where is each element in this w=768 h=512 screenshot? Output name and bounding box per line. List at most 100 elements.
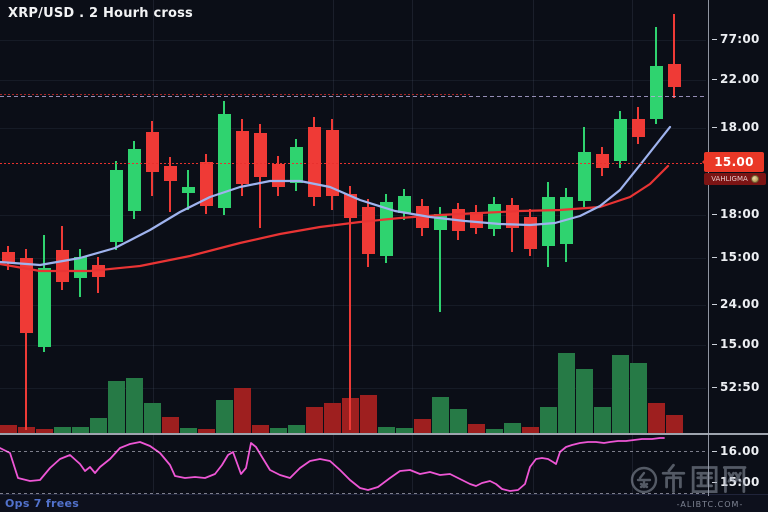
price-axis-label: 22.00 [712, 72, 768, 86]
candle-body [632, 119, 645, 137]
candle-wick [673, 14, 675, 98]
candle-body [452, 209, 465, 231]
volume-bar [450, 409, 467, 433]
candle-body [560, 197, 573, 244]
price-axis-label: 24.00 [712, 297, 768, 311]
price-tag-sub-text: VAHLIGMA [711, 175, 748, 183]
oscillator-upper-band [0, 451, 706, 452]
candle-body [236, 131, 249, 184]
volume-bar [576, 369, 593, 433]
volume-bar [180, 428, 197, 433]
volume-bar [648, 403, 665, 433]
symbol-title: XRP/USD . 2 Hourh cross [8, 6, 193, 21]
volume-bar [54, 427, 71, 433]
candle-body [20, 258, 33, 333]
candle-body [308, 127, 321, 197]
volume-bar [414, 419, 431, 433]
candle-body [128, 149, 141, 211]
candle-body [218, 114, 231, 208]
candle-body [434, 214, 447, 230]
candle-body [542, 197, 555, 246]
candle-body [362, 207, 375, 254]
candle-body [272, 164, 285, 187]
candle-body [524, 217, 537, 249]
volume-bar [216, 400, 233, 433]
time-axis-bar[interactable]: Ops 7 frees [0, 494, 768, 512]
axis-tick [712, 127, 717, 128]
volume-bar [288, 425, 305, 433]
candle-body [488, 204, 501, 229]
volume-bar [504, 423, 521, 433]
price-axis-label: 18:00 [712, 207, 768, 221]
candle-body [182, 187, 195, 193]
price-axis-label: 15:00 [712, 475, 768, 489]
candle-body [470, 212, 483, 228]
volume-bar [72, 427, 89, 433]
volume-bar [36, 429, 53, 433]
volume-bar [522, 427, 539, 433]
candle-body [2, 252, 15, 262]
volume-bar [612, 355, 629, 433]
candle-body [56, 250, 69, 282]
axis-tick [712, 79, 717, 80]
price-axis-label: 77:00 [712, 32, 768, 46]
volume-bar [486, 429, 503, 433]
axis-tick [712, 304, 717, 305]
price-axis-label: 52:50 [712, 380, 768, 394]
upper-red-dotted-line [0, 94, 470, 95]
price-tag-sub-badge: VAHLIGMA [704, 173, 766, 185]
candle-body [506, 205, 519, 228]
candle-body [668, 64, 681, 87]
candle-body [416, 206, 429, 228]
volume-bar [198, 429, 215, 433]
volume-bar [306, 407, 323, 433]
price-axis[interactable]: 77:00 22.00 18.00 18:00 15:00 24.00 15.00 52:50… [706, 0, 768, 496]
axis-tick [712, 482, 717, 483]
volume-bar [378, 427, 395, 433]
axis-tick [712, 387, 717, 388]
volume-bar [540, 407, 557, 433]
candle-body [254, 133, 267, 177]
price-axis-line [708, 0, 709, 496]
candle-wick [25, 249, 27, 430]
volume-bar [0, 425, 17, 433]
candle-body [290, 147, 303, 183]
candle-body [596, 154, 609, 168]
volume-bar [252, 425, 269, 433]
price-axis-label: 18.00 [712, 120, 768, 134]
volume-bar [108, 381, 125, 433]
volume-bar [126, 378, 143, 433]
axis-tick [712, 214, 717, 215]
candle-body [74, 257, 87, 278]
volume-bar [468, 424, 485, 433]
candle-body [380, 202, 393, 256]
volume-bar [432, 397, 449, 433]
candle-body [578, 152, 591, 201]
volume-bar [630, 363, 647, 433]
grid-vline [412, 0, 413, 493]
volume-bar [144, 403, 161, 433]
volume-bar [234, 388, 251, 433]
grid-hline [0, 258, 706, 259]
candle-body [200, 162, 213, 206]
last-price-tag: 15.00 [702, 152, 764, 172]
candle-body [398, 196, 411, 213]
candle-body [110, 170, 123, 242]
footer-status-text: Ops 7 frees [5, 497, 80, 510]
candle-body [614, 119, 627, 161]
price-axis-label: 16.00 [712, 444, 768, 458]
candle-body [38, 268, 51, 347]
volume-bar [162, 417, 179, 433]
candle-body [344, 194, 357, 218]
axis-tick [712, 39, 717, 40]
oscillator-lower-band [0, 493, 706, 494]
candle-body [92, 265, 105, 277]
price-axis-label: 15.00 [712, 337, 768, 351]
volume-bar [396, 428, 413, 433]
coin-icon [750, 175, 759, 183]
volume-bar [90, 418, 107, 433]
candle-body [650, 66, 663, 119]
grid-hline [0, 128, 706, 129]
